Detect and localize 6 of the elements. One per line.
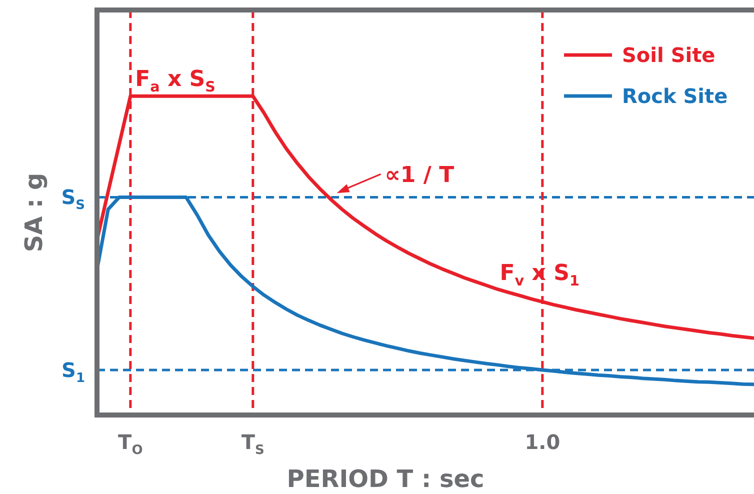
annotation: ∝1 / T	[384, 163, 454, 188]
y-axis-title: SA : g	[20, 172, 48, 252]
x-tick-label: 1.0	[524, 430, 560, 454]
legend-label: Rock Site	[622, 84, 728, 108]
legend-label: Soil Site	[622, 43, 716, 67]
x-axis-title: PERIOD T : sec	[286, 465, 484, 493]
